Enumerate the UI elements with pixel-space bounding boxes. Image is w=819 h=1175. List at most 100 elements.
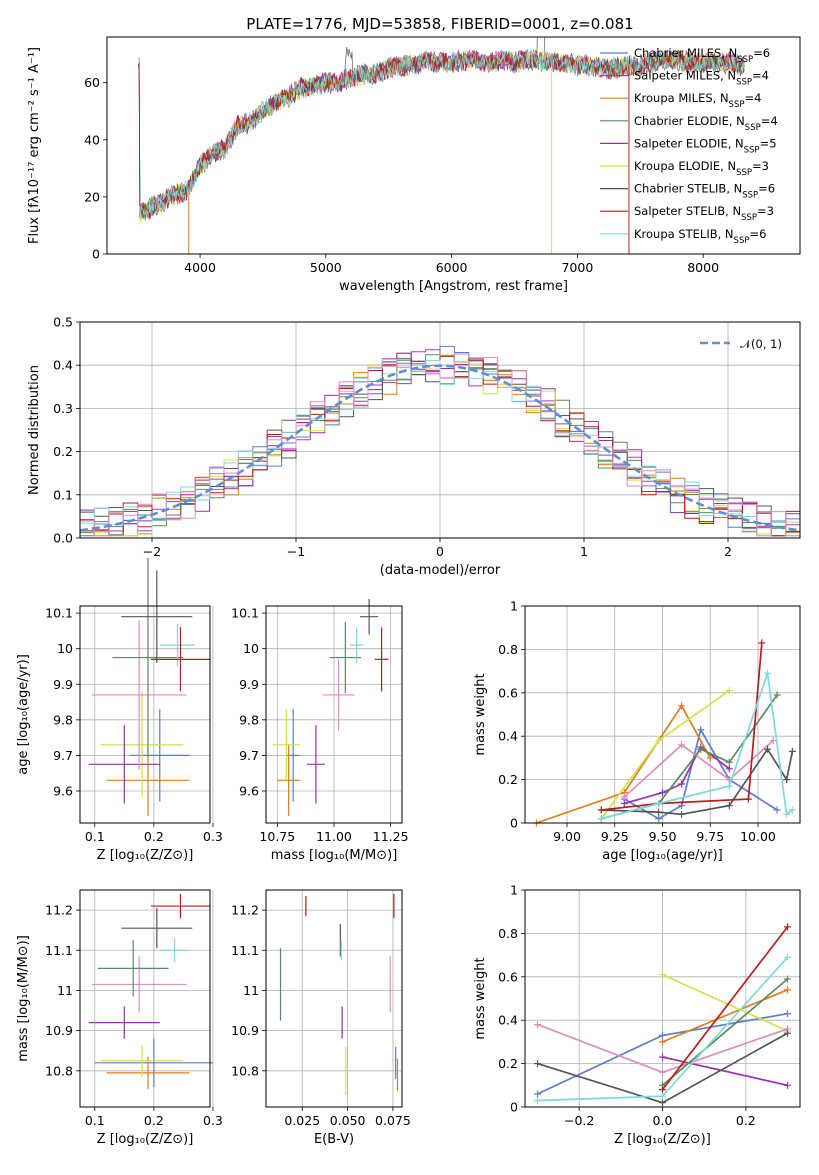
weight-marker [678,810,686,818]
y-tick-label: 0.6 [498,685,518,700]
y-tick-label: 10.1 [231,606,259,621]
errorbar-point [322,659,355,731]
weight-series-line [601,642,763,811]
weight-marker [784,1010,791,1018]
weight-marker [725,782,733,790]
errorbar-point [277,744,300,816]
weight-marker [784,986,791,994]
plot-area [534,923,791,1107]
weight-marker [725,765,733,773]
y-tick-label: 0.5 [53,315,73,330]
axes-frame [79,889,211,1108]
normal-curve [80,364,800,532]
weight-marker [659,1031,666,1039]
x-tick-label: 6000 [436,260,468,275]
y-tick-label: 10.8 [231,1063,259,1078]
legend-entry: 𝒩(0, 1) [740,337,782,351]
y-tick-label: 0 [92,247,100,262]
y-tick-label: 40 [84,132,100,147]
weight-marker [655,815,663,823]
plot-area [80,345,800,537]
axes-frame [106,36,801,255]
weight-marker [655,799,663,807]
weight-marker [597,815,605,823]
y-tick-label: 9.8 [239,712,259,727]
plot-area [532,639,796,827]
x-tick-label: 1 [580,544,588,559]
errorbar-point [360,598,379,635]
y-tick-label: 0.8 [498,642,518,657]
weight-marker [706,754,714,762]
x-tick-label: 0.3 [203,829,223,844]
x-tick-label: −0.2 [564,1113,594,1128]
weight-marker [659,1092,666,1100]
y-tick-label: 9.6 [239,783,259,798]
y-tick-label: 0.0 [53,531,73,546]
legend-entry: Salpeter STELIB, NSSP=3 [634,204,774,223]
panel-mass-vs-Z: 0.1 0.2 0.3 10.8 10.9 11 11.1 11.2 Z [log₁₀(Z/Z⊙… [16,889,223,1147]
errorbar-point [88,725,160,804]
weight-marker [620,799,628,807]
weight-marker [725,687,733,695]
y-tick-label: 0.4 [498,1013,518,1028]
weight-marker [678,802,686,810]
y-tick-label: 10 [243,641,259,656]
y-tick-label: 9.7 [53,748,73,763]
axes-frame [524,605,801,824]
legend-entry: Chabrier STELIB, NSSP=6 [634,182,775,201]
errorbar-point [112,557,184,758]
errorbar-point [374,627,389,692]
y-tick-label: 11.1 [231,943,259,958]
weight-marker [534,1096,541,1104]
legend-entry: Chabrier ELODIE, NSSP=4 [634,114,778,133]
legend-entry: Kroupa ELODIE, NSSP=3 [634,159,769,178]
weight-marker [784,923,791,931]
weight-marker [659,1068,666,1076]
x-axis-label: E(B-V) [314,1132,354,1147]
weight-marker [783,776,791,784]
y-tick-label: 1 [510,599,518,614]
weight-marker [659,1053,666,1061]
weight-marker [744,795,752,803]
errorbar-point [272,709,300,781]
weight-marker [788,747,796,755]
errorbar-point [159,938,190,963]
x-tick-label: 0.2 [144,829,164,844]
x-axis-label: Z [log₁₀(Z/Z⊙)] [614,1132,711,1147]
weight-marker [725,802,733,810]
y-tick-label: 0.2 [53,444,73,459]
y-tick-label: 10 [57,641,73,656]
weight-marker [783,810,791,818]
weight-marker [784,1081,791,1089]
errorbar-point [306,725,325,804]
y-tick-label: 0.4 [498,729,518,744]
x-tick-label: 5000 [310,260,342,275]
weight-marker [597,806,605,814]
weight-marker [788,806,796,814]
weight-marker [784,975,791,983]
y-tick-label: 60 [84,75,100,90]
y-tick-label: 0.4 [53,358,73,373]
y-tick-label: 9.7 [239,748,259,763]
x-tick-label: 9.75 [696,829,724,844]
x-tick-label: 11.25 [373,829,409,844]
axes-frame [524,889,801,1108]
x-tick-label: 2 [724,544,732,559]
x-tick-label: 0.050 [330,1113,366,1128]
errorbar-point [91,620,187,770]
panel-weight-vs-Z: −0.2 0.0 0.2 0 0.2 0.4 0.6 0.8 1 Z [log₁₀(Z/Z⊙)] m… [473,883,801,1147]
axes-frame [79,321,801,539]
errorbar-point [97,940,169,997]
legend-entry: Kroupa STELIB, NSSP=6 [634,227,766,246]
errorbar-point [121,570,193,663]
weight-marker [773,691,781,699]
x-axis-label: age [log₁₀(age/yr)] [602,848,723,863]
errorbar-point [329,622,362,694]
weight-marker [659,1099,666,1107]
weight-series-line [661,926,789,1091]
legend-entry: Kroupa MILES, NSSP=4 [634,91,761,110]
x-tick-label: −1 [287,544,305,559]
weight-marker [764,669,772,677]
weight-series-line [601,673,793,820]
spectrum-series-line [139,49,745,218]
